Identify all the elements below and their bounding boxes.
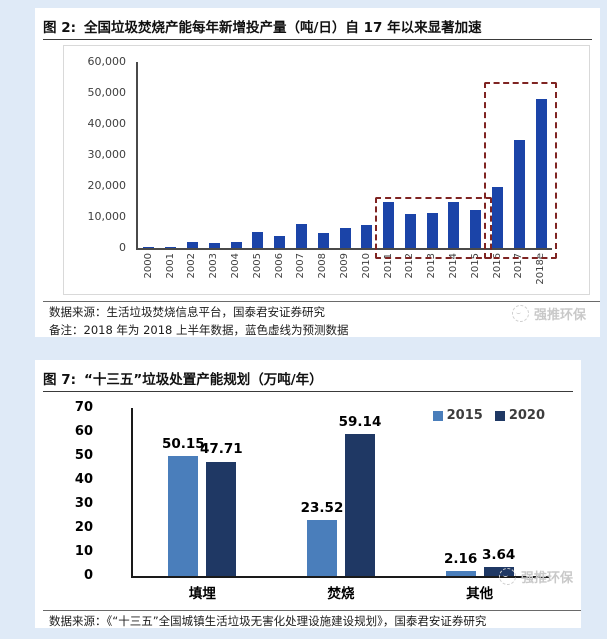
source-divider bbox=[43, 610, 581, 611]
value-label-其他-2020: 3.64 bbox=[482, 547, 516, 564]
figure-7-title-text: “十三五”垃圾处置产能规划（万吨/年） bbox=[84, 372, 323, 388]
value-label-焚烧-2015: 23.52 bbox=[300, 499, 344, 516]
watermark-text: 强推环保 bbox=[520, 571, 573, 586]
bar-2010 bbox=[361, 224, 373, 248]
x-label-2009: 2009 bbox=[339, 253, 350, 279]
legend-label-2020: 2020 bbox=[508, 408, 545, 423]
y-tick-30: 30 bbox=[74, 496, 93, 511]
x-label-2005: 2005 bbox=[251, 253, 263, 279]
chart2-source: 数据来源：《“十三五”全国城镇生活垃圾无害化处理设施建设规划》，国泰君安证券研究 bbox=[49, 614, 487, 628]
figure-2-title-text: 全国垃圾焚烧产能每年新增投产量（吨/日）自 17 年以来显著加速 bbox=[84, 20, 482, 36]
bar-填埋-2020 bbox=[206, 461, 237, 576]
figure-7-panel: 图 7: “十三五”垃圾处置产能规划（万吨/年） 2015 2020 50.15 47… bbox=[35, 360, 581, 628]
bar-2003 bbox=[208, 243, 220, 248]
bar-2001 bbox=[165, 246, 177, 248]
y-tick-10,000: 10,000 bbox=[87, 210, 127, 223]
x-label-2010: 2010 bbox=[360, 253, 372, 279]
y-tick-0: 0 bbox=[119, 241, 126, 254]
bar-2012 bbox=[404, 214, 416, 248]
watermark: 强推环保 bbox=[511, 304, 586, 323]
y-tick-20: 20 bbox=[74, 520, 93, 535]
legend-swatch-2020 bbox=[494, 410, 505, 421]
y-tick-40,000: 40,000 bbox=[87, 117, 127, 130]
y-tick-70: 70 bbox=[74, 400, 93, 415]
bar-2011 bbox=[383, 202, 395, 248]
chart1-plot-area: 2000 2001 2002 2003 2004 2005 2006 2007 2008 2009… bbox=[136, 62, 557, 285]
figure-2-title: 图 2: 全国垃圾焚烧产能每年新增投产量（吨/日）自 17 年以来显著加速 bbox=[43, 16, 592, 40]
bar-2016 bbox=[492, 187, 504, 248]
legend-item-2020: 2020 bbox=[494, 408, 545, 423]
bar-焚烧-2020 bbox=[345, 434, 375, 576]
bar-2009 bbox=[339, 227, 351, 248]
x-label-2008: 2008 bbox=[317, 253, 329, 279]
bar-填埋-2015 bbox=[168, 455, 199, 576]
y-tick-20,000: 20,000 bbox=[87, 179, 127, 192]
waste-disposal-plan-bar-chart: 2015 2020 50.15 47.71 填埋 23.52 59.14 焚烧 2.16 3.6… bbox=[35, 396, 581, 606]
value-label-填埋-2015: 50.15 bbox=[161, 435, 205, 452]
bar-2015 bbox=[470, 209, 482, 248]
legend-swatch-2015 bbox=[432, 410, 443, 421]
value-label-其他-2015: 2.16 bbox=[444, 550, 478, 567]
legend: 2015 2020 bbox=[432, 408, 545, 423]
figure-2-number: 图 2: bbox=[43, 20, 76, 36]
y-tick-10: 10 bbox=[74, 544, 93, 559]
dashed-box-2011-2015 bbox=[374, 196, 492, 259]
watermark-logo-icon bbox=[498, 568, 516, 585]
x-label-其他: 其他 bbox=[466, 586, 494, 602]
x-label-2002: 2002 bbox=[186, 253, 198, 279]
y-tick-0: 0 bbox=[83, 568, 93, 583]
figure-2-panel: 图 2: 全国垃圾焚烧产能每年新增投产量（吨/日）自 17 年以来显著加速 200… bbox=[35, 8, 600, 337]
x-label-2003: 2003 bbox=[208, 253, 220, 279]
bar-2000 bbox=[143, 246, 155, 248]
bar-2006 bbox=[274, 235, 286, 248]
x-label-焚烧: 焚烧 bbox=[327, 586, 355, 602]
dashed-box-2016-2018e bbox=[483, 82, 557, 259]
bar-焚烧-2015 bbox=[307, 519, 337, 576]
x-label-2007: 2007 bbox=[295, 253, 307, 279]
x-label-2004: 2004 bbox=[230, 253, 242, 279]
chart2-plot-area: 2015 2020 50.15 47.71 填埋 23.52 59.14 焚烧 2.16 3.6… bbox=[131, 408, 549, 602]
bar-2008 bbox=[317, 232, 329, 248]
chart1-note: 备注：2018 年为 2018 上半年数据，蓝色虚线为预测数据 bbox=[49, 323, 349, 337]
y-tick-30,000: 30,000 bbox=[87, 148, 127, 161]
annual-new-capacity-bar-chart: 2000 2001 2002 2003 2004 2005 2006 2007 2008 2009… bbox=[63, 45, 590, 295]
x-label-填埋: 填埋 bbox=[188, 586, 216, 602]
value-label-填埋-2020: 47.71 bbox=[199, 441, 243, 458]
bar-2002 bbox=[186, 242, 198, 248]
figure-7-title: 图 7: “十三五”垃圾处置产能规划（万吨/年） bbox=[43, 368, 573, 392]
source-divider bbox=[43, 301, 600, 302]
bar-2007 bbox=[295, 223, 307, 248]
bar-2005 bbox=[252, 231, 264, 248]
value-label-焚烧-2020: 59.14 bbox=[338, 414, 382, 431]
bar-2013 bbox=[426, 213, 438, 248]
y-tick-60: 60 bbox=[74, 424, 93, 439]
bar-2014 bbox=[448, 201, 460, 248]
y-tick-50,000: 50,000 bbox=[87, 86, 127, 99]
bar-2018e bbox=[535, 99, 547, 248]
watermark: 强推环保 bbox=[498, 567, 573, 586]
x-label-2006: 2006 bbox=[273, 253, 285, 279]
y-tick-40: 40 bbox=[74, 472, 93, 487]
figure-7-number: 图 7: bbox=[43, 372, 76, 388]
legend-label-2015: 2015 bbox=[446, 408, 483, 423]
y-tick-60,000: 60,000 bbox=[87, 55, 127, 68]
y-tick-50: 50 bbox=[74, 448, 93, 463]
bar-其他-2020 bbox=[483, 567, 514, 576]
legend-item-2015: 2015 bbox=[432, 408, 483, 423]
chart1-source: 数据来源：生活垃圾焚烧信息平台，国泰君安证券研究 bbox=[49, 305, 325, 319]
bar-2017 bbox=[513, 140, 525, 248]
watermark-text: 强推环保 bbox=[533, 308, 586, 323]
bar-2004 bbox=[230, 242, 242, 248]
x-label-2001: 2001 bbox=[164, 253, 176, 279]
watermark-logo-icon bbox=[511, 305, 529, 322]
x-label-2000: 2000 bbox=[142, 253, 154, 279]
bar-其他-2015 bbox=[445, 570, 476, 576]
